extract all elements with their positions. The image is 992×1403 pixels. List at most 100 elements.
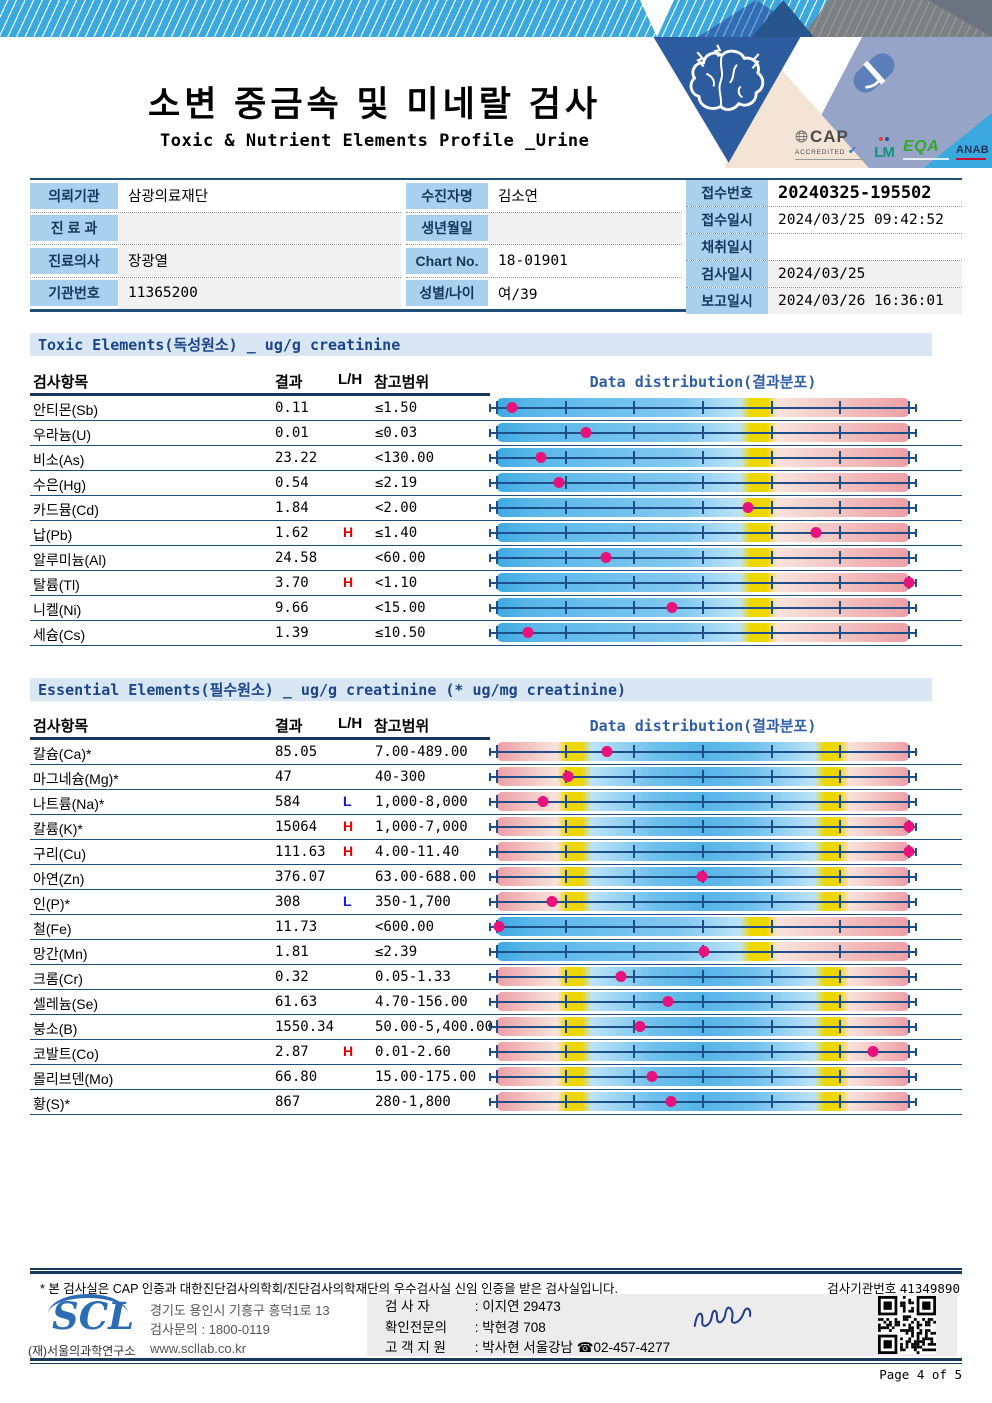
result-dot (562, 771, 574, 782)
element-name: 크롬(Cr) (33, 971, 83, 987)
patient-info-left: 의뢰기관 삼광의료재단 진 료 과 진료의사 장광열 기관번호 11365200 (30, 180, 401, 309)
result-dot (810, 527, 822, 538)
result-dot (522, 627, 534, 638)
staff-label: 확인전문의 (385, 1319, 448, 1335)
axis-tick (908, 1095, 910, 1108)
element-name: 아연(Zn) (33, 871, 85, 887)
axis-tick (908, 626, 910, 639)
reference-range: <130.00 (375, 450, 435, 466)
axis-tick (839, 426, 842, 439)
distribution-bar (489, 1092, 917, 1111)
axis-tick (496, 576, 498, 589)
axis-tick (564, 745, 567, 758)
axis-tick (770, 1095, 773, 1108)
axis-tick (564, 601, 567, 614)
axis-tick (839, 870, 842, 883)
info-label: 수진자명 (406, 182, 488, 209)
result-dot (696, 871, 708, 882)
axis-tick (702, 426, 704, 439)
info-row: 채취일시 (686, 234, 962, 261)
axis-tick (839, 770, 842, 783)
distribution-bar (489, 992, 917, 1011)
axis-tick (633, 945, 636, 958)
axis-tick (770, 576, 773, 589)
test-row: 구리(Cu) 111.63 H 4.00-11.40 (30, 840, 962, 865)
toxic-table-body: 안티몬(Sb) 0.11 ≤1.50 우라늄(U) 0.01 ≤0.03 비소(As) 23.… (30, 396, 962, 646)
anab-label: ANAB (956, 144, 989, 156)
axis-tick (770, 551, 773, 564)
distribution-bar (489, 767, 917, 786)
header-decoration: CAP ACCREDITED ✔ LM EQA ANAB (650, 37, 992, 168)
axis-tick (908, 551, 910, 564)
result-value: 9.66 (275, 600, 309, 616)
axis-tick (770, 995, 773, 1008)
banner-white-triangle (640, 0, 674, 37)
axis-tick (908, 970, 910, 983)
axis-tick (839, 576, 842, 589)
axis-tick (770, 845, 773, 858)
reference-range: <1.10 (375, 575, 418, 591)
distribution-bar (489, 548, 917, 567)
globe-icon (795, 130, 808, 143)
result-value: 2.87 (275, 1044, 309, 1060)
info-row: 검사일시 2024/03/25 (686, 261, 962, 288)
result-dot (537, 796, 549, 807)
axis-tick (908, 601, 910, 614)
test-row: 마그네슘(Mg)* 47 40-300 (30, 765, 962, 790)
result-dot (662, 996, 674, 1007)
axis-tick (839, 995, 842, 1008)
info-label: 채취일시 (686, 234, 768, 260)
distribution-bar (489, 623, 917, 642)
lm-label: LM (874, 144, 895, 161)
result-dot (903, 846, 915, 857)
staff-value: 박현경 708 (482, 1319, 546, 1335)
axis-tick (633, 895, 636, 908)
axis-tick (908, 1045, 910, 1058)
axis-tick (908, 995, 910, 1008)
axis-tick (702, 770, 704, 783)
axis-tick (702, 1045, 704, 1058)
result-dot (867, 1046, 879, 1057)
essential-table-body: 칼슘(Ca)* 85.05 7.00-489.00 마그네슘(Mg)* 47 40-300… (30, 740, 962, 1115)
col-lh: L/H (338, 371, 363, 388)
result-value: 61.63 (275, 994, 318, 1010)
reference-range: 350-1,700 (375, 894, 451, 910)
info-row: 접수번호 20240325-195502 (686, 180, 962, 207)
axis-tick (839, 1070, 842, 1083)
qr-code (878, 1296, 936, 1354)
info-label: 접수일시 (686, 207, 768, 233)
result-value: 0.11 (275, 400, 309, 416)
test-row: 우라늄(U) 0.01 ≤0.03 (30, 421, 962, 446)
axis-tick (702, 745, 704, 758)
result-dot (634, 1021, 646, 1032)
reference-range: ≤2.39 (375, 944, 418, 960)
axis-tick (702, 451, 704, 464)
test-row: 탈륨(Tl) 3.70 H <1.10 (30, 571, 962, 596)
axis-tick (496, 745, 498, 758)
test-row: 나트륨(Na)* 584 L 1,000-8,000 (30, 790, 962, 815)
reference-range: 0.01-2.60 (375, 1044, 451, 1060)
axis-tick (839, 1095, 842, 1108)
result-value: 308 (275, 894, 301, 910)
result-value: 66.80 (275, 1069, 318, 1085)
test-row: 칼슘(Ca)* 85.05 7.00-489.00 (30, 740, 962, 765)
element-name: 몰리브덴(Mo) (33, 1071, 114, 1087)
info-value (768, 234, 962, 260)
axis-tick (496, 945, 498, 958)
info-value: 2024/03/26 16:36:01 (768, 288, 962, 314)
info-row: 접수일시 2024/03/25 09:42:52 (686, 207, 962, 234)
checkmark-icon: ✔ (847, 145, 858, 157)
reference-range: 0.05-1.33 (375, 969, 451, 985)
element-name: 탈륨(Tl) (33, 577, 80, 593)
axis-tick (496, 501, 498, 514)
axis-tick (564, 401, 567, 414)
result-dot (506, 402, 518, 413)
distribution-bar (489, 448, 917, 467)
distribution-bar (489, 942, 917, 961)
element-name: 알루미늄(Al) (33, 552, 107, 568)
result-dot (903, 577, 915, 588)
result-value: 867 (275, 1094, 301, 1110)
axis-tick (770, 426, 773, 439)
axis-tick (496, 451, 498, 464)
